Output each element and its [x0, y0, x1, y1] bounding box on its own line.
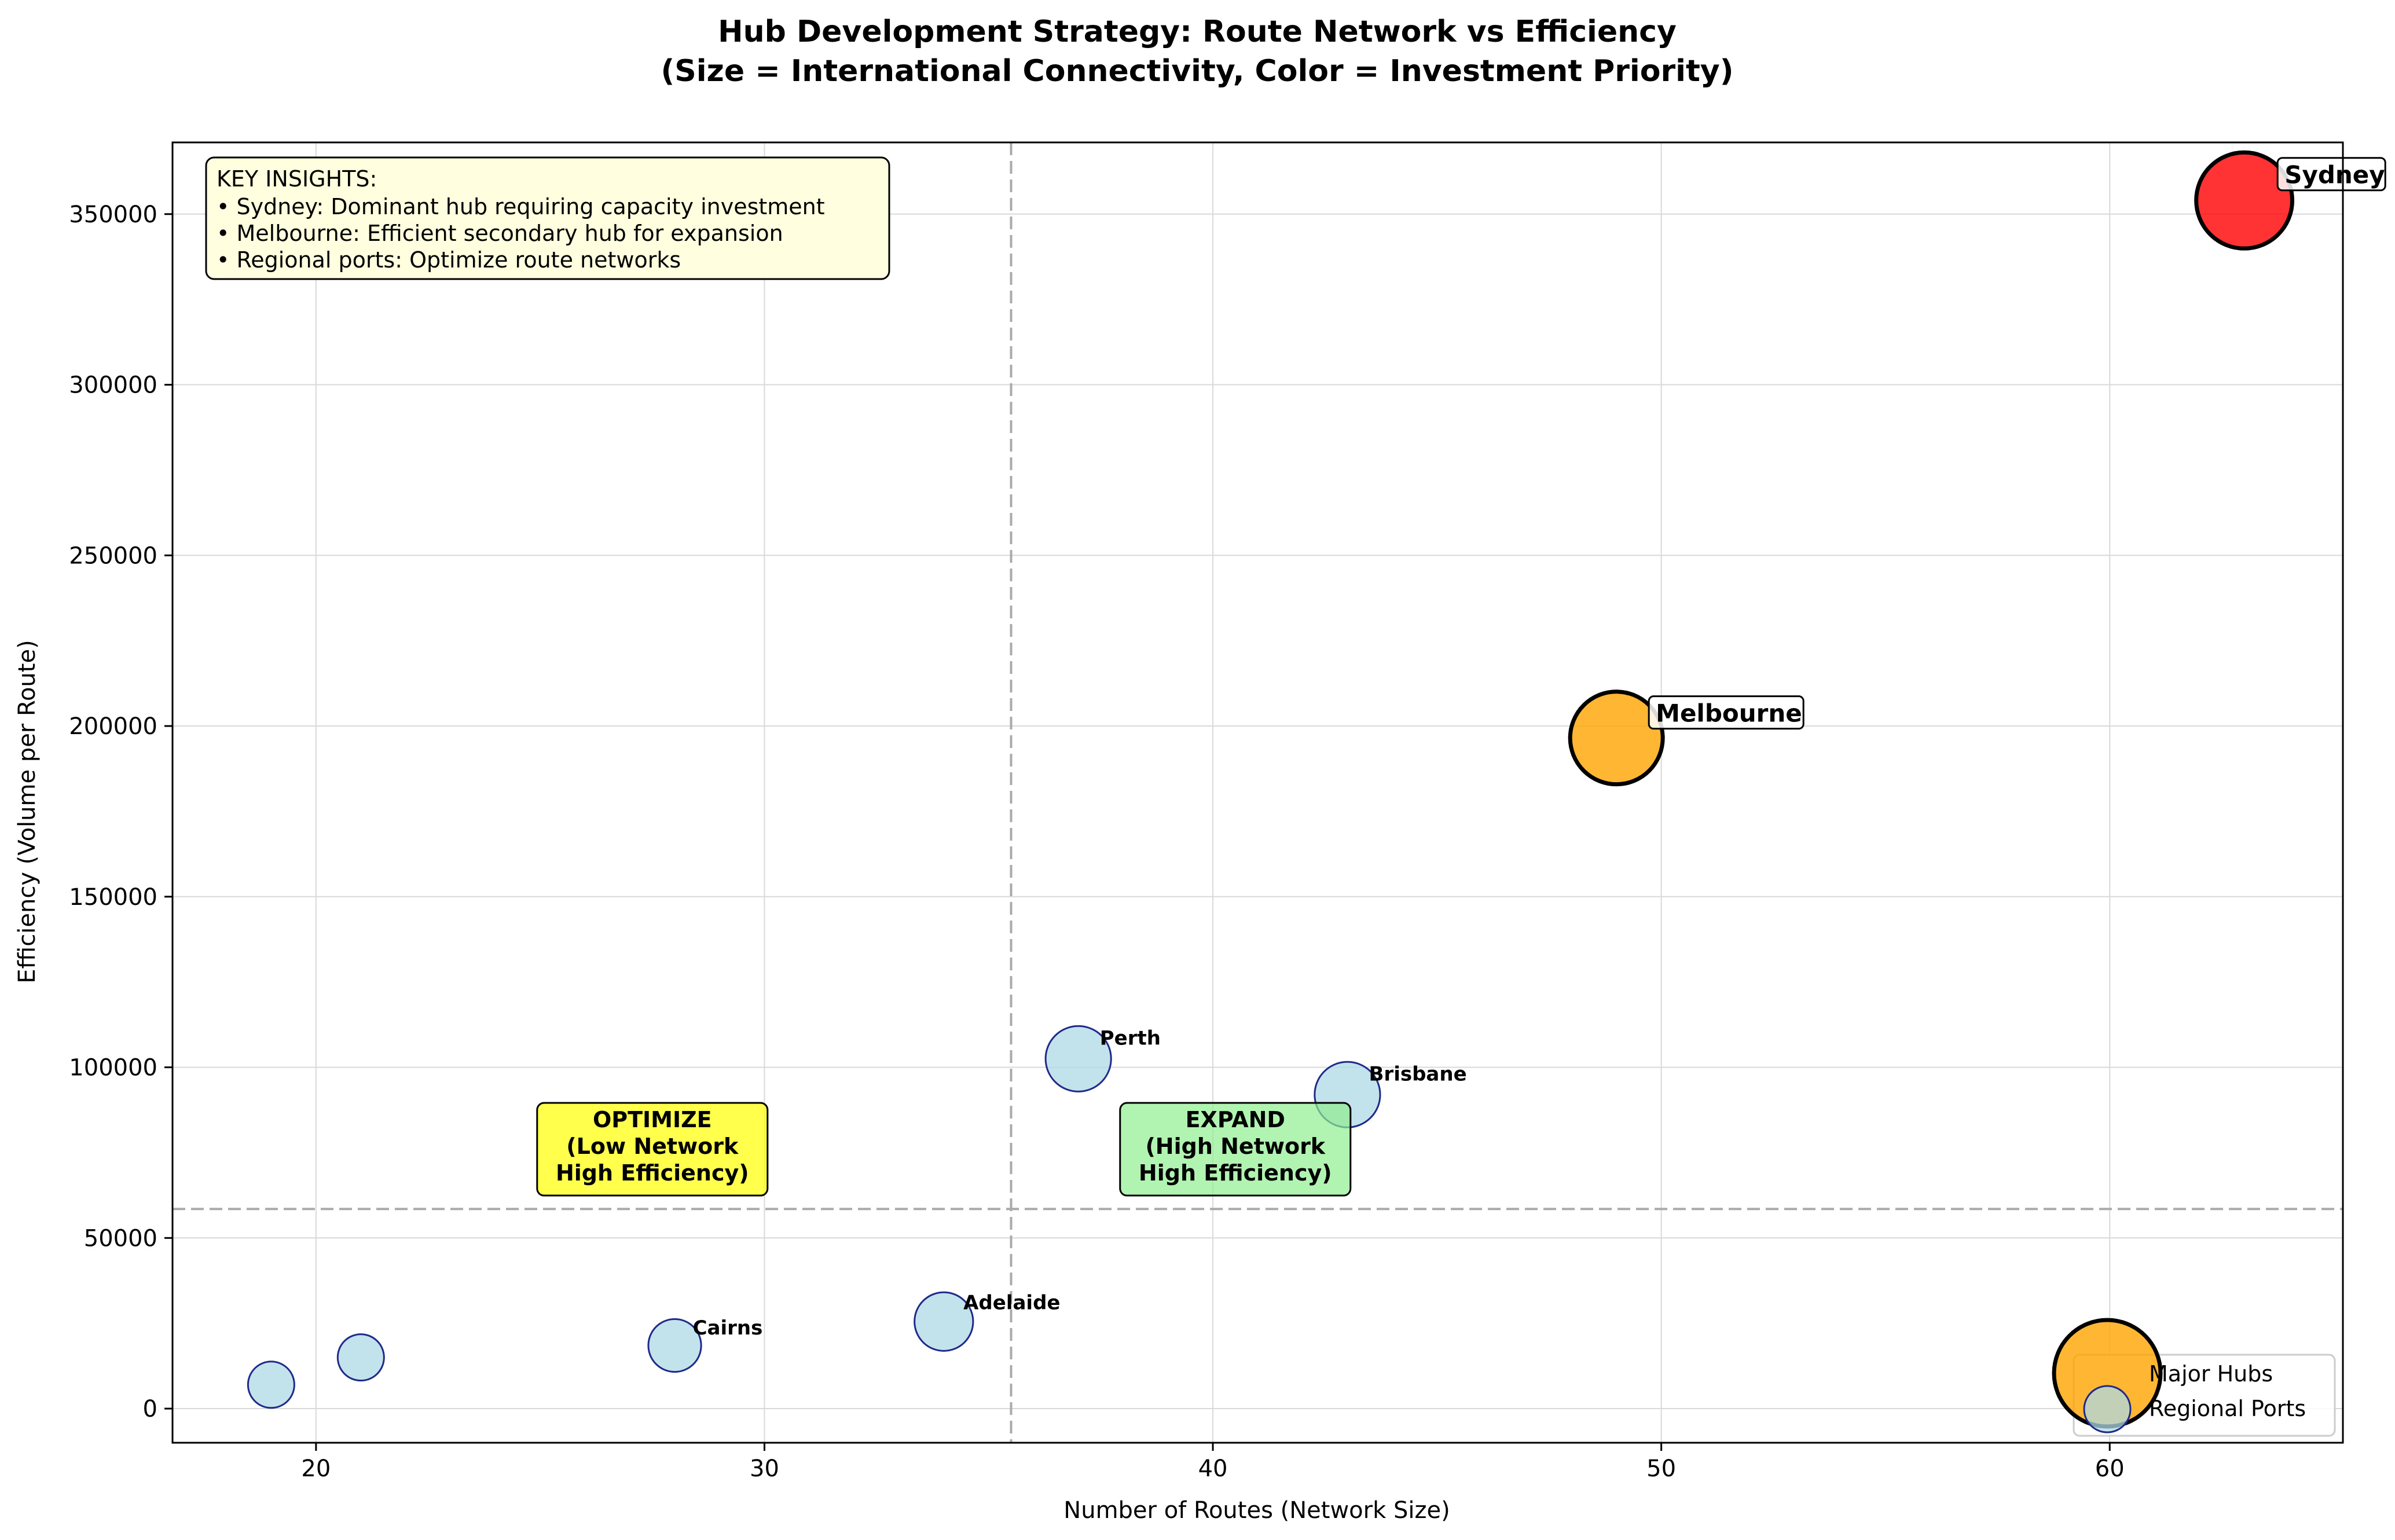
point-label: Adelaide	[963, 1291, 1060, 1314]
chart-title: Hub Development Strategy: Route Network …	[718, 14, 1677, 49]
x-tick-label: 60	[2095, 1455, 2125, 1482]
y-tick-label: 150000	[69, 884, 157, 911]
y-tick-label: 0	[143, 1396, 157, 1422]
x-tick-label: 20	[301, 1455, 331, 1482]
point-label: Sydney	[2284, 161, 2385, 189]
y-tick-label: 200000	[69, 713, 157, 740]
insight-line: • Melbourne: Efficient secondary hub for…	[217, 221, 783, 246]
quadrant-label: OPTIMIZE	[593, 1107, 712, 1132]
insight-line: • Sydney: Dominant hub requiring capacit…	[217, 194, 825, 219]
data-point	[1044, 1025, 1112, 1092]
quadrant-box	[1119, 1102, 1352, 1197]
data-point	[336, 1333, 385, 1382]
legend-label: Regional Ports	[2149, 1396, 2306, 1421]
y-axis-label: Efficiency (Volume per Route)	[14, 640, 41, 983]
data-point	[2194, 150, 2295, 251]
y-tick-label: 250000	[69, 542, 157, 569]
plot-frame	[171, 141, 2344, 1444]
point-label: Perth	[1100, 1027, 1161, 1050]
insights-heading: KEY INSIGHTS:	[217, 166, 377, 192]
data-points	[247, 150, 2295, 1409]
x-tick-label: 40	[1198, 1455, 1228, 1482]
reference-lines	[173, 142, 2343, 1443]
quadrant-label: High Efficiency)	[556, 1160, 749, 1186]
axes: 20 30 40 50 60 0 50000 100000 150000 200000 250000…	[69, 141, 2344, 1482]
quadrant-label: High Efficiency)	[1139, 1160, 1332, 1186]
point-label-box	[1648, 695, 1804, 730]
y-tick-label: 350000	[69, 201, 157, 228]
data-point	[247, 1361, 295, 1409]
y-tick-label: 50000	[84, 1225, 157, 1252]
y-tick-label: 300000	[69, 372, 157, 399]
y-tick-label: 100000	[69, 1055, 157, 1081]
quadrant-label: (High Network	[1145, 1134, 1325, 1159]
grid	[173, 142, 2343, 1443]
x-tick-label: 30	[750, 1455, 779, 1482]
data-point	[914, 1291, 974, 1352]
legend: Major Hubs Regional Ports	[2052, 1318, 2336, 1437]
chart-subtitle: (Size = International Connectivity, Colo…	[661, 54, 1734, 89]
data-point	[647, 1318, 702, 1373]
point-label: Brisbane	[1369, 1062, 1467, 1086]
quadrant-box	[536, 1102, 769, 1197]
point-labels: Cairns Adelaide Perth Brisbane Melbourne Sydn…	[693, 157, 2386, 1340]
x-axis-label: Number of Routes (Network Size)	[1063, 1497, 1450, 1524]
legend-label: Major Hubs	[2149, 1361, 2273, 1387]
quadrant-label: (Low Network	[566, 1134, 739, 1159]
data-point	[1568, 690, 1665, 787]
x-tick-label: 50	[1646, 1455, 1676, 1482]
legend-marker	[2083, 1385, 2132, 1433]
insights-box: KEY INSIGHTS:• Sydney: Dominant hub requ…	[205, 156, 890, 280]
quadrant-label: EXPAND	[1186, 1107, 1285, 1132]
insights-panel	[205, 156, 890, 280]
insight-line: • Regional ports: Optimize route network…	[217, 247, 681, 273]
point-label: Melbourne	[1656, 699, 1802, 728]
point-label-box	[2276, 157, 2386, 192]
point-label: Cairns	[693, 1317, 763, 1340]
